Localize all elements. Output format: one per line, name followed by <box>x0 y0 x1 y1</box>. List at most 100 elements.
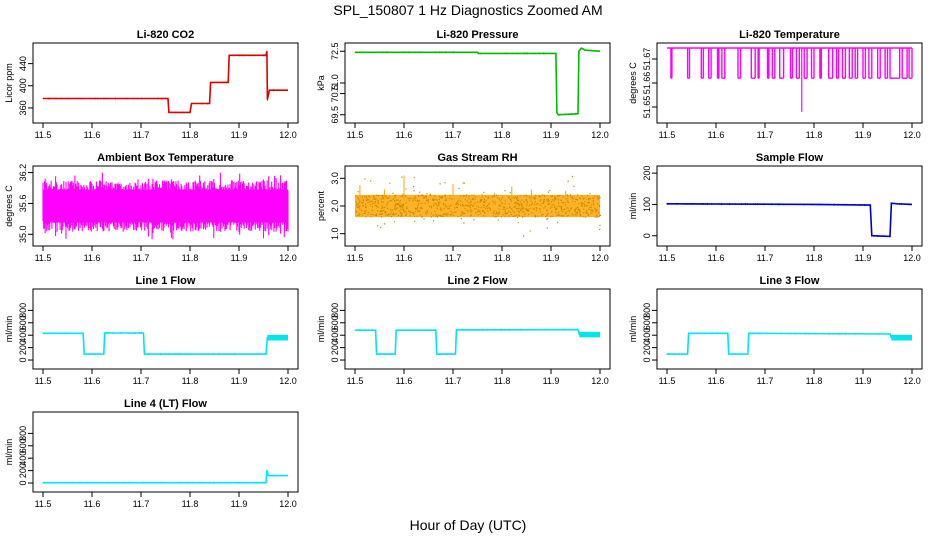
x-tick-label: 11.8 <box>182 376 199 386</box>
x-tick-label: 11.9 <box>543 253 560 263</box>
panel-5: Gas Stream RH 11.5 11.6 11.7 11.8 11.9 12.0 1.0… <box>316 152 611 263</box>
y-axis-label: ml/min <box>4 439 14 466</box>
y-axis-label: ml/min <box>628 193 638 220</box>
data-layer <box>42 50 288 114</box>
panel-4: Ambient Box Temperature 11.5 11.6 11.7 11.8 1… <box>4 152 299 263</box>
y-tick-label: 0 <box>642 358 652 363</box>
x-tick-label: 11.6 <box>84 253 101 263</box>
y-tick-label: 200 <box>18 340 28 355</box>
x-tick-label: 11.7 <box>133 253 150 263</box>
x-tick-label: 11.7 <box>757 376 774 386</box>
x-tick-label: 12.0 <box>279 253 297 263</box>
y-tick-label: 800 <box>642 303 652 318</box>
data-layer <box>355 175 602 237</box>
x-tick-label: 11.9 <box>231 376 248 386</box>
x-tick-label: 11.8 <box>494 130 511 140</box>
x-tick-label: 11.5 <box>35 253 52 263</box>
panel-title: Ambient Box Temperature <box>97 152 234 164</box>
y-tick-label: 0 <box>18 481 28 486</box>
series-line <box>43 51 288 114</box>
data-layer <box>354 47 601 116</box>
x-tick-label: 11.5 <box>35 499 52 509</box>
series-band <box>267 334 288 341</box>
data-layer <box>666 332 912 356</box>
y-tick-label: 3.0 <box>330 172 340 185</box>
panel-title: Gas Stream RH <box>437 152 517 164</box>
x-tick-label: 11.7 <box>445 253 462 263</box>
y-tick-label: 200 <box>642 340 652 355</box>
x-tick-label: 11.9 <box>855 130 872 140</box>
y-tick-label: 600 <box>642 315 652 330</box>
panel-title: Line 1 Flow <box>136 275 196 287</box>
y-tick-label: 71.0 <box>330 74 340 92</box>
x-tick-label: 12.0 <box>591 376 609 386</box>
series-noise <box>354 47 599 116</box>
y-tick-label: 800 <box>330 303 340 318</box>
y-tick-label: 440 <box>18 56 28 71</box>
plot-frame <box>32 288 299 370</box>
x-tick-label: 11.8 <box>494 376 511 386</box>
y-axis-label: kPa <box>316 75 326 91</box>
y-tick-label: 2.0 <box>330 200 340 213</box>
plot-frame <box>656 288 923 370</box>
y-tick-label: 1.0 <box>330 227 340 240</box>
panel-title: Sample Flow <box>756 152 824 164</box>
x-tick-label: 11.6 <box>396 130 413 140</box>
plot-frame <box>656 42 923 124</box>
x-tick-label: 11.8 <box>806 376 823 386</box>
y-axis-label: degrees C <box>628 62 638 104</box>
data-layer <box>667 47 913 112</box>
y-tick-label: 36.2 <box>18 164 28 182</box>
panel-7: Line 1 Flow 11.5 11.6 11.7 11.8 11.9 12.0 0 2004… <box>4 275 299 386</box>
series-noise <box>666 202 911 237</box>
x-tick-label: 11.9 <box>231 130 248 140</box>
x-axis-label: Hour of Day (UTC) <box>409 517 527 533</box>
x-tick-label: 12.0 <box>903 253 921 263</box>
data-layer <box>42 469 288 484</box>
data-layer <box>354 328 600 356</box>
plot-frame <box>32 165 299 247</box>
y-tick-label: 200 <box>18 463 28 478</box>
x-tick-label: 11.9 <box>231 253 248 263</box>
x-tick-label: 11.7 <box>445 130 462 140</box>
y-axis-label: percent <box>316 190 326 221</box>
x-tick-label: 11.9 <box>231 499 248 509</box>
x-tick-label: 11.6 <box>708 130 725 140</box>
series-line <box>43 470 288 484</box>
x-tick-label: 12.0 <box>903 130 921 140</box>
plot-frame <box>656 165 923 247</box>
panel-2: Li-820 Pressure 11.5 11.6 11.7 11.8 11.9 12.0 6… <box>316 29 611 140</box>
x-tick-label: 11.6 <box>396 253 413 263</box>
y-tick-label: 600 <box>330 315 340 330</box>
x-tick-label: 11.6 <box>84 130 101 140</box>
y-tick-label: 800 <box>18 426 28 441</box>
y-tick-label: 51.65 <box>642 96 652 119</box>
data-layer <box>666 202 913 238</box>
y-tick-label: 200 <box>642 166 652 181</box>
series-noise <box>666 332 911 356</box>
x-tick-label: 11.7 <box>445 376 462 386</box>
x-tick-label: 11.9 <box>855 253 872 263</box>
y-tick-label: 400 <box>642 328 652 343</box>
y-tick-label: 200 <box>330 340 340 355</box>
panel-title: Line 4 (LT) Flow <box>124 398 207 410</box>
x-tick-label: 11.9 <box>543 376 560 386</box>
series-noise <box>42 469 287 484</box>
y-tick-label: 72.5 <box>330 42 340 60</box>
series-line <box>666 202 913 238</box>
series-line <box>355 47 601 116</box>
x-tick-label: 11.7 <box>757 130 774 140</box>
panel-title: Line 3 Flow <box>760 275 820 287</box>
plot-frame <box>32 42 299 124</box>
series-line <box>667 332 912 355</box>
y-tick-label: 360 <box>18 100 28 115</box>
x-tick-label: 11.8 <box>182 130 199 140</box>
y-tick-label: 51.66 <box>642 72 652 95</box>
x-tick-label: 11.8 <box>182 253 199 263</box>
x-tick-label: 11.5 <box>347 130 364 140</box>
panel-9: Line 3 Flow 11.5 11.6 11.7 11.8 11.9 12.0 0 2004… <box>628 275 923 386</box>
panel-title: Li-820 Temperature <box>739 29 840 41</box>
y-tick-label: 600 <box>18 438 28 453</box>
y-axis-label: ml/min <box>628 316 638 343</box>
x-tick-label: 11.8 <box>182 499 199 509</box>
